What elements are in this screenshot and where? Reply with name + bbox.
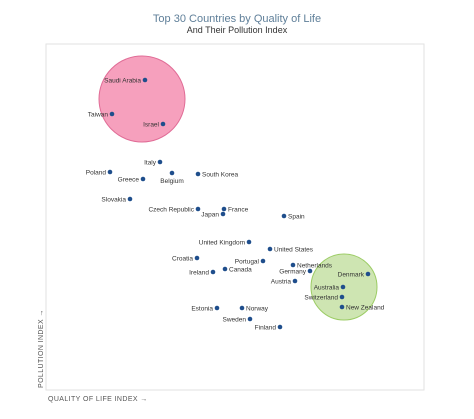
point-label-canada: Canada xyxy=(229,266,252,273)
data-point-spain[interactable] xyxy=(281,213,287,219)
point-label-sweden: Sweden xyxy=(223,316,247,323)
data-point-taiwan[interactable] xyxy=(109,111,115,117)
data-point-austria[interactable] xyxy=(292,278,298,284)
data-point-germany[interactable] xyxy=(307,268,313,274)
point-label-poland: Poland xyxy=(86,169,107,176)
data-point-portugal[interactable] xyxy=(260,258,266,264)
point-label-spain: Spain xyxy=(288,213,305,220)
point-label-belgium: Belgium xyxy=(160,178,183,185)
data-point-finland[interactable] xyxy=(277,324,283,330)
y-axis-label: POLLUTION INDEX → xyxy=(38,309,45,388)
point-label-south-korea: South Korea xyxy=(202,171,239,178)
data-point-saudi-arabia[interactable] xyxy=(142,77,148,83)
data-point-poland[interactable] xyxy=(107,169,113,175)
point-label-switzerland: Switzerland xyxy=(304,294,338,301)
point-label-czech-republic: Czech Republic xyxy=(148,206,194,213)
data-point-south-korea[interactable] xyxy=(195,171,201,177)
data-point-canada[interactable] xyxy=(222,266,228,272)
point-label-germany: Germany xyxy=(279,268,306,275)
data-point-denmark[interactable] xyxy=(365,271,371,277)
point-label-greece: Greece xyxy=(118,176,140,183)
point-label-new-zealand: New Zealand xyxy=(346,304,385,311)
data-point-norway[interactable] xyxy=(239,305,245,311)
point-label-austria: Austria xyxy=(271,278,292,285)
data-point-united-states[interactable] xyxy=(267,246,273,252)
point-label-netherlands: Netherlands xyxy=(297,262,333,269)
data-point-netherlands[interactable] xyxy=(290,262,296,268)
point-label-japan: Japan xyxy=(201,211,219,218)
point-label-finland: Finland xyxy=(255,324,277,331)
point-label-italy: Italy xyxy=(144,159,157,166)
point-label-saudi-arabia: Saudi Arabia xyxy=(104,77,141,84)
data-point-croatia[interactable] xyxy=(194,255,200,261)
data-point-japan[interactable] xyxy=(220,211,226,217)
data-point-italy[interactable] xyxy=(157,159,163,165)
data-point-switzerland[interactable] xyxy=(339,294,345,300)
data-point-united-kingdom[interactable] xyxy=(246,239,252,245)
data-point-czech-republic[interactable] xyxy=(195,206,201,212)
chart-title: Top 30 Countries by Quality of Life xyxy=(153,13,321,25)
highlight-bubble-1 xyxy=(98,55,186,143)
point-label-france: France xyxy=(228,206,249,213)
data-point-slovakia[interactable] xyxy=(127,196,133,202)
point-label-slovakia: Slovakia xyxy=(101,196,126,203)
point-label-australia: Australia xyxy=(314,284,340,291)
point-label-taiwan: Taiwan xyxy=(88,111,109,118)
point-label-portugal: Portugal xyxy=(235,258,260,265)
point-label-croatia: Croatia xyxy=(172,255,193,262)
data-point-australia[interactable] xyxy=(340,284,346,290)
point-label-norway: Norway xyxy=(246,305,269,312)
highlight-bubbles xyxy=(98,55,378,321)
point-label-ireland: Ireland xyxy=(189,269,209,276)
point-label-israel: Israel xyxy=(143,121,159,128)
data-point-new-zealand[interactable] xyxy=(339,304,345,310)
data-point-france[interactable] xyxy=(221,206,227,212)
data-point-ireland[interactable] xyxy=(210,269,216,275)
data-point-estonia[interactable] xyxy=(214,305,220,311)
data-points: Saudi Arabia Taiwan Israel Italy Poland South… xyxy=(86,77,385,331)
point-label-united-states: United States xyxy=(274,246,314,253)
data-point-greece[interactable] xyxy=(140,176,146,182)
data-point-belgium[interactable] xyxy=(169,170,175,176)
point-label-estonia: Estonia xyxy=(191,305,213,312)
data-point-israel[interactable] xyxy=(160,121,166,127)
chart-subtitle: And Their Pollution Index xyxy=(187,25,288,35)
point-label-united-kingdom: United Kingdom xyxy=(199,239,245,246)
data-point-sweden[interactable] xyxy=(247,316,253,322)
x-axis-label: QUALITY OF LIFE INDEX → xyxy=(48,396,148,403)
point-label-denmark: Denmark xyxy=(338,271,365,278)
